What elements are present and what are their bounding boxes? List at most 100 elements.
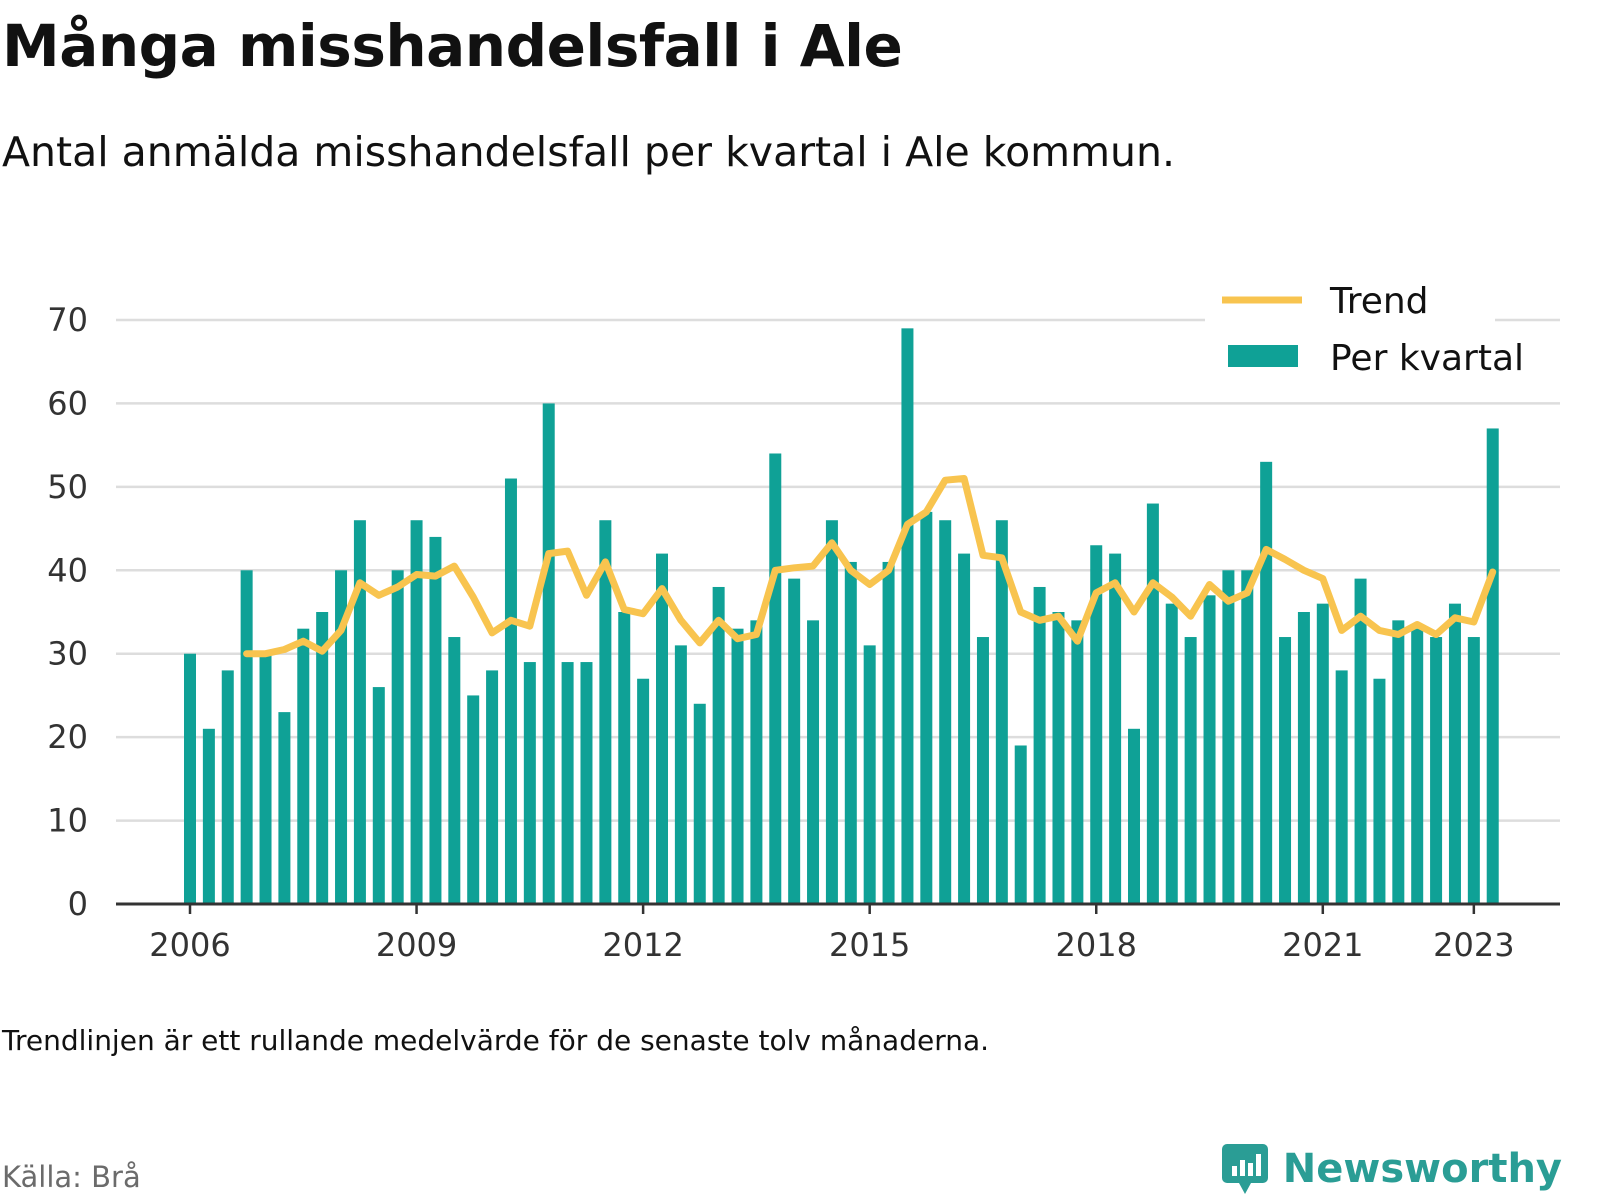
bar xyxy=(1411,628,1424,904)
bar xyxy=(656,553,668,904)
bar xyxy=(712,586,725,904)
bar xyxy=(1448,603,1461,904)
bar xyxy=(1128,728,1140,904)
bar xyxy=(1354,578,1367,904)
bar xyxy=(1335,670,1348,904)
bar xyxy=(995,520,1008,904)
bar xyxy=(1109,553,1122,904)
bar xyxy=(731,628,744,904)
bar xyxy=(1052,612,1065,904)
bar xyxy=(618,612,631,904)
bar xyxy=(372,687,385,904)
bar xyxy=(958,553,971,904)
legend-bar-label: Per kvartal xyxy=(1330,338,1524,379)
bar xyxy=(920,511,933,904)
chart-subtitle: Antal anmälda misshandelsfall per kvarta… xyxy=(2,128,1176,176)
y-tick-label: 50 xyxy=(47,468,88,506)
x-tick-label: 2009 xyxy=(376,926,457,964)
y-tick-label: 60 xyxy=(47,384,88,422)
bar xyxy=(1241,570,1254,904)
y-tick-label: 10 xyxy=(47,802,88,840)
bar xyxy=(353,520,366,904)
bar xyxy=(391,570,404,904)
y-tick-label: 0 xyxy=(68,885,88,923)
bar xyxy=(429,536,442,904)
bar xyxy=(807,620,820,904)
bar xyxy=(1373,678,1386,904)
bar xyxy=(599,520,612,904)
bar xyxy=(1071,620,1084,904)
bar xyxy=(1260,461,1273,904)
y-tick-label: 20 xyxy=(47,718,88,756)
bar xyxy=(750,620,763,904)
source-credit: Källa: Brå xyxy=(2,1160,141,1194)
trend-line xyxy=(243,475,1497,658)
bar xyxy=(1203,595,1216,904)
bar xyxy=(523,662,536,904)
y-tick-label: 70 xyxy=(47,301,88,339)
bar xyxy=(561,662,574,904)
bar xyxy=(1222,570,1235,904)
bar xyxy=(542,403,555,904)
legend-trend-label: Trend xyxy=(1329,281,1429,322)
bar xyxy=(1486,428,1499,904)
bar xyxy=(1146,503,1159,904)
bar xyxy=(580,662,593,904)
chart-area: 0 10 20 30 40 50 60 70 2006 2009 2012 2015 2018 2021 2… xyxy=(47,278,1560,964)
newsworthy-logo-icon xyxy=(1221,1144,1268,1194)
bar xyxy=(882,561,895,904)
bar xyxy=(939,520,952,904)
y-tick-label: 30 xyxy=(47,635,88,673)
x-tick-label: 2015 xyxy=(829,926,910,964)
bar xyxy=(976,637,989,904)
x-tick-label: 2006 xyxy=(149,926,230,964)
x-tick-label: 2018 xyxy=(1056,926,1137,964)
bar xyxy=(769,453,782,904)
chart-note: Trendlinjen är ett rullande medelvärde f… xyxy=(2,1024,990,1057)
bar xyxy=(410,520,423,904)
bar xyxy=(184,653,196,904)
bar xyxy=(335,570,348,904)
x-tick-label: 2012 xyxy=(602,926,683,964)
bar xyxy=(1165,603,1178,904)
bar xyxy=(1184,637,1197,904)
bar xyxy=(448,637,461,904)
chart-title: Många misshandelsfall i Ale xyxy=(2,12,903,80)
bar xyxy=(637,678,650,904)
x-tick-label: 2023 xyxy=(1433,926,1514,964)
bar xyxy=(1467,637,1480,904)
trend-series xyxy=(243,475,1497,658)
bar xyxy=(278,712,291,904)
bar xyxy=(674,645,687,904)
legend-bar-swatch xyxy=(1228,345,1298,367)
bar-series xyxy=(184,328,1499,904)
bar xyxy=(486,670,499,904)
bar xyxy=(1392,620,1405,904)
bar xyxy=(1430,637,1443,904)
bar xyxy=(240,570,253,904)
bar xyxy=(1316,603,1329,904)
bar xyxy=(693,703,706,904)
bar xyxy=(316,612,329,904)
bar xyxy=(202,728,215,904)
bar xyxy=(259,653,272,904)
bar xyxy=(844,561,857,904)
bar xyxy=(297,628,310,904)
bar xyxy=(467,695,480,904)
brand-name: Newsworthy xyxy=(1282,1146,1562,1192)
bar xyxy=(1033,586,1046,904)
bar xyxy=(504,478,517,904)
bar xyxy=(221,670,234,904)
bar xyxy=(1279,637,1292,904)
y-tick-label: 40 xyxy=(47,551,88,589)
bar xyxy=(788,578,801,904)
axes: 0 10 20 30 40 50 60 70 2006 2009 2012 2015 2018 2021 2… xyxy=(47,301,1560,964)
bar xyxy=(1014,745,1027,904)
legend: Trend Per kvartal xyxy=(1205,278,1524,382)
bar xyxy=(901,328,914,904)
brand-logo: Newsworthy xyxy=(1221,1142,1562,1196)
x-tick-label: 2021 xyxy=(1282,926,1363,964)
bar xyxy=(825,520,838,904)
bar xyxy=(863,645,876,904)
bar xyxy=(1090,545,1103,904)
